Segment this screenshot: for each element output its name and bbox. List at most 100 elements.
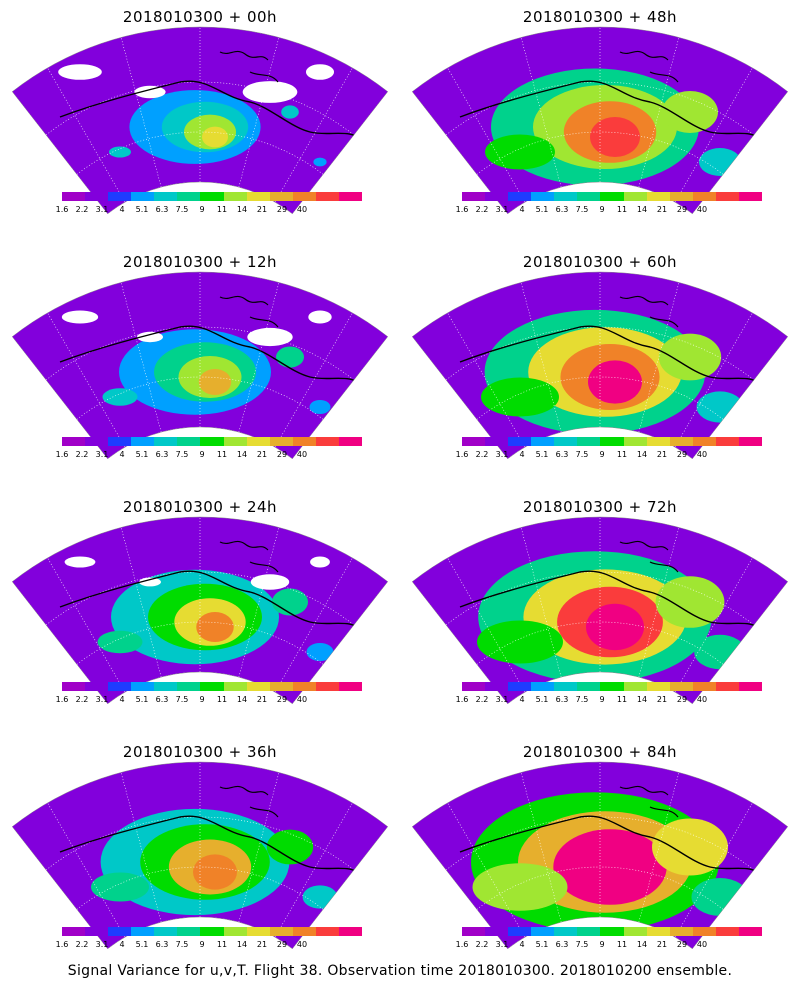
colorbar-swatch (154, 927, 178, 936)
colorbar-swatch (623, 192, 647, 201)
colorbar-swatch (223, 437, 247, 446)
colorbar-tick-label: 5.1 (535, 940, 549, 949)
colorbar-tick-label: 3.1 (95, 450, 109, 459)
map-panel-72h: 2018010300 + 72h 1.6 2.2 3.1 4 5.1 6.3 7.5 9 11 14… (400, 490, 800, 735)
colorbar-swatch (200, 682, 224, 691)
panel-title: 2018010300 + 00h (122, 8, 278, 26)
colorbar-swatch (600, 192, 624, 201)
colorbar-swatch (85, 192, 109, 201)
colorbar-tick-label: 3.1 (495, 695, 509, 704)
map-panel-00h: 2018010300 + 00h 1.6 2.2 3.1 4 5.1 6.3 7.5 9 11 14… (0, 0, 400, 245)
colorbar-tick-label: 2.2 (75, 940, 89, 949)
colorbar-tick-label: 29 (676, 695, 688, 704)
variance-map (11, 516, 389, 705)
colorbar-swatch (338, 927, 363, 936)
colorbar-swatch (738, 682, 763, 691)
colorbar-tick-label: 21 (256, 205, 268, 214)
colorbar-swatch (85, 682, 109, 691)
colorbar-tick-label: 6.3 (155, 695, 169, 704)
colorbar-tick-label: 9 (599, 695, 605, 704)
colorbar-tick-label: 40 (696, 695, 708, 704)
figure-caption: Signal Variance for u,v,T. Flight 38. Ob… (67, 963, 733, 979)
panel-title: 2018010300 + 60h (522, 253, 678, 271)
colorbar-swatch (577, 192, 601, 201)
colorbar-swatch (131, 437, 155, 446)
colorbar-swatch (462, 437, 486, 446)
colorbar-tick-label: 4 (519, 205, 525, 214)
colorbar-swatch (738, 192, 763, 201)
colorbar-tick-label: 21 (656, 695, 668, 704)
colorbar-swatch (462, 682, 486, 691)
colorbar-tick-label: 11 (216, 450, 228, 459)
colorbar-swatch (154, 437, 178, 446)
colorbar-swatch (600, 437, 624, 446)
colorbar-swatch (177, 192, 201, 201)
colorbar-swatch (62, 437, 86, 446)
colorbar-swatch (269, 927, 293, 936)
colorbar-tick-label: 40 (296, 695, 308, 704)
colorbar-tick-label: 9 (599, 205, 605, 214)
colorbar-tick-label: 3.1 (95, 695, 109, 704)
colorbar-tick-label: 4 (119, 450, 125, 459)
colorbar-swatch (315, 192, 339, 201)
panel-title: 2018010300 + 84h (522, 743, 678, 761)
colorbar-tick-label: 6.3 (555, 205, 569, 214)
colorbar-swatch (646, 927, 670, 936)
colorbar-tick-label: 4 (119, 940, 125, 949)
colorbar-tick-label: 4 (119, 205, 125, 214)
colorbar-swatch (738, 437, 763, 446)
colorbar-swatch (531, 192, 555, 201)
colorbar (62, 192, 363, 201)
colorbar-tick-label: 6.3 (155, 205, 169, 214)
colorbar-tick-label: 7.5 (575, 695, 589, 704)
colorbar-swatch (154, 682, 178, 691)
colorbar-swatch (715, 682, 739, 691)
colorbar-swatch (692, 927, 716, 936)
colorbar-swatch (669, 927, 693, 936)
colorbar-tick-label: 6.3 (555, 695, 569, 704)
colorbar-swatch (669, 192, 693, 201)
colorbar-swatch (269, 437, 293, 446)
colorbar-swatch (62, 682, 86, 691)
colorbar-tick-label: 2.2 (475, 940, 489, 949)
colorbar-tick-label: 6.3 (155, 940, 169, 949)
colorbar-swatch (246, 927, 270, 936)
colorbar-tick-label: 5.1 (535, 205, 549, 214)
colorbar-tick-label: 29 (276, 450, 288, 459)
colorbar-tick-label: 3.1 (95, 205, 109, 214)
colorbar-swatch (554, 682, 578, 691)
colorbar-swatch (715, 927, 739, 936)
colorbar-swatch (338, 437, 363, 446)
colorbar-swatch (600, 682, 624, 691)
colorbar-tick-label: 3.1 (95, 940, 109, 949)
colorbar-swatch (669, 682, 693, 691)
colorbar-tick-label: 4 (119, 695, 125, 704)
colorbar-tick-label: 29 (676, 940, 688, 949)
colorbar-swatch (485, 437, 509, 446)
colorbar-tick-label: 29 (676, 450, 688, 459)
colorbar-tick-label: 11 (216, 695, 228, 704)
colorbar-swatch (485, 927, 509, 936)
colorbar-labels: 1.6 2.2 3.1 4 5.1 6.3 7.5 9 11 14 21 29 40 (440, 695, 770, 707)
colorbar-tick-label: 11 (216, 940, 228, 949)
colorbar-swatch (462, 927, 486, 936)
colorbar-swatch (554, 192, 578, 201)
colorbar-tick-label: 3.1 (495, 940, 509, 949)
colorbar-tick-label: 7.5 (575, 450, 589, 459)
colorbar-tick-label: 1.6 (455, 695, 469, 704)
colorbar-tick-label: 11 (616, 940, 628, 949)
panel-title: 2018010300 + 36h (122, 743, 278, 761)
colorbar-tick-label: 1.6 (455, 205, 469, 214)
colorbar-swatch (108, 682, 132, 691)
colorbar-swatch (531, 927, 555, 936)
colorbar-swatch (623, 927, 647, 936)
colorbar-swatch (692, 192, 716, 201)
colorbar-swatch (485, 682, 509, 691)
variance-map (411, 271, 789, 460)
colorbar-swatch (223, 682, 247, 691)
colorbar-swatch (200, 192, 224, 201)
colorbar-tick-label: 14 (236, 940, 248, 949)
colorbar-tick-label: 29 (276, 695, 288, 704)
colorbar-swatch (108, 192, 132, 201)
colorbar-swatch (554, 437, 578, 446)
